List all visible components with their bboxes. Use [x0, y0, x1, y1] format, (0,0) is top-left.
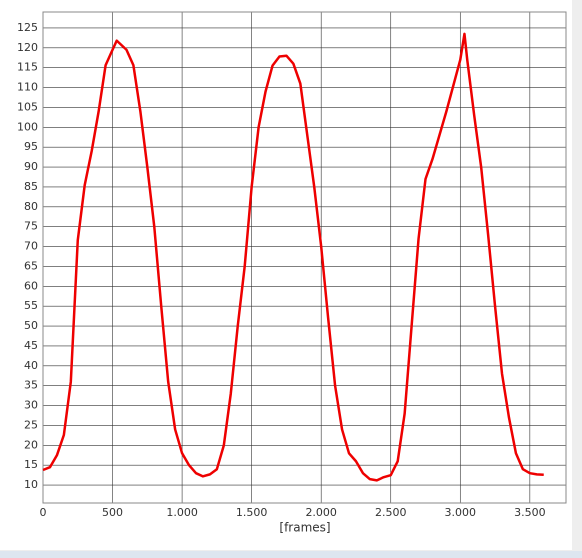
- y-tick-label: 115: [17, 61, 38, 74]
- y-tick-label: 15: [24, 458, 38, 471]
- y-tick-label: 125: [17, 21, 38, 34]
- x-tick-label: 0: [40, 506, 47, 519]
- y-tick-label: 65: [24, 259, 38, 272]
- y-tick-label: 55: [24, 299, 38, 312]
- y-tick-label: 105: [17, 100, 38, 113]
- y-tick-label: 40: [24, 359, 38, 372]
- y-tick-label: 90: [24, 160, 38, 173]
- plot-frame: [42, 11, 567, 504]
- y-tick-label: 20: [24, 438, 38, 451]
- data-line: [42, 32, 544, 482]
- y-tick-label: 85: [24, 180, 38, 193]
- x-tick-label: 2.000: [305, 506, 337, 519]
- x-tick-label: 500: [102, 506, 123, 519]
- x-tick-label: 3.500: [514, 506, 546, 519]
- y-tick-label: 10: [24, 478, 38, 491]
- x-axis-label: [frames]: [279, 521, 330, 535]
- y-tick-label: 100: [17, 120, 38, 133]
- y-tick-label: 25: [24, 418, 38, 431]
- x-tick-label: 1.500: [236, 506, 268, 519]
- y-tick-label: 110: [17, 81, 38, 94]
- x-tick-label: 1.000: [166, 506, 198, 519]
- y-tick-label: 70: [24, 240, 38, 253]
- y-tick-label: 75: [24, 220, 38, 233]
- y-tick-label: 120: [17, 41, 38, 54]
- x-tick-label: 2.500: [375, 506, 407, 519]
- y-tick-label: 50: [24, 319, 38, 332]
- y-tick-label: 80: [24, 200, 38, 213]
- y-tick-label: 45: [24, 339, 38, 352]
- chart-background: [0, 0, 572, 550]
- y-tick-label: 60: [24, 279, 38, 292]
- status-strip: [0, 551, 582, 558]
- y-tick-label: 35: [24, 379, 38, 392]
- y-tick-label: 95: [24, 140, 38, 153]
- x-tick-label: 3.000: [445, 506, 477, 519]
- y-tick-label: 30: [24, 399, 38, 412]
